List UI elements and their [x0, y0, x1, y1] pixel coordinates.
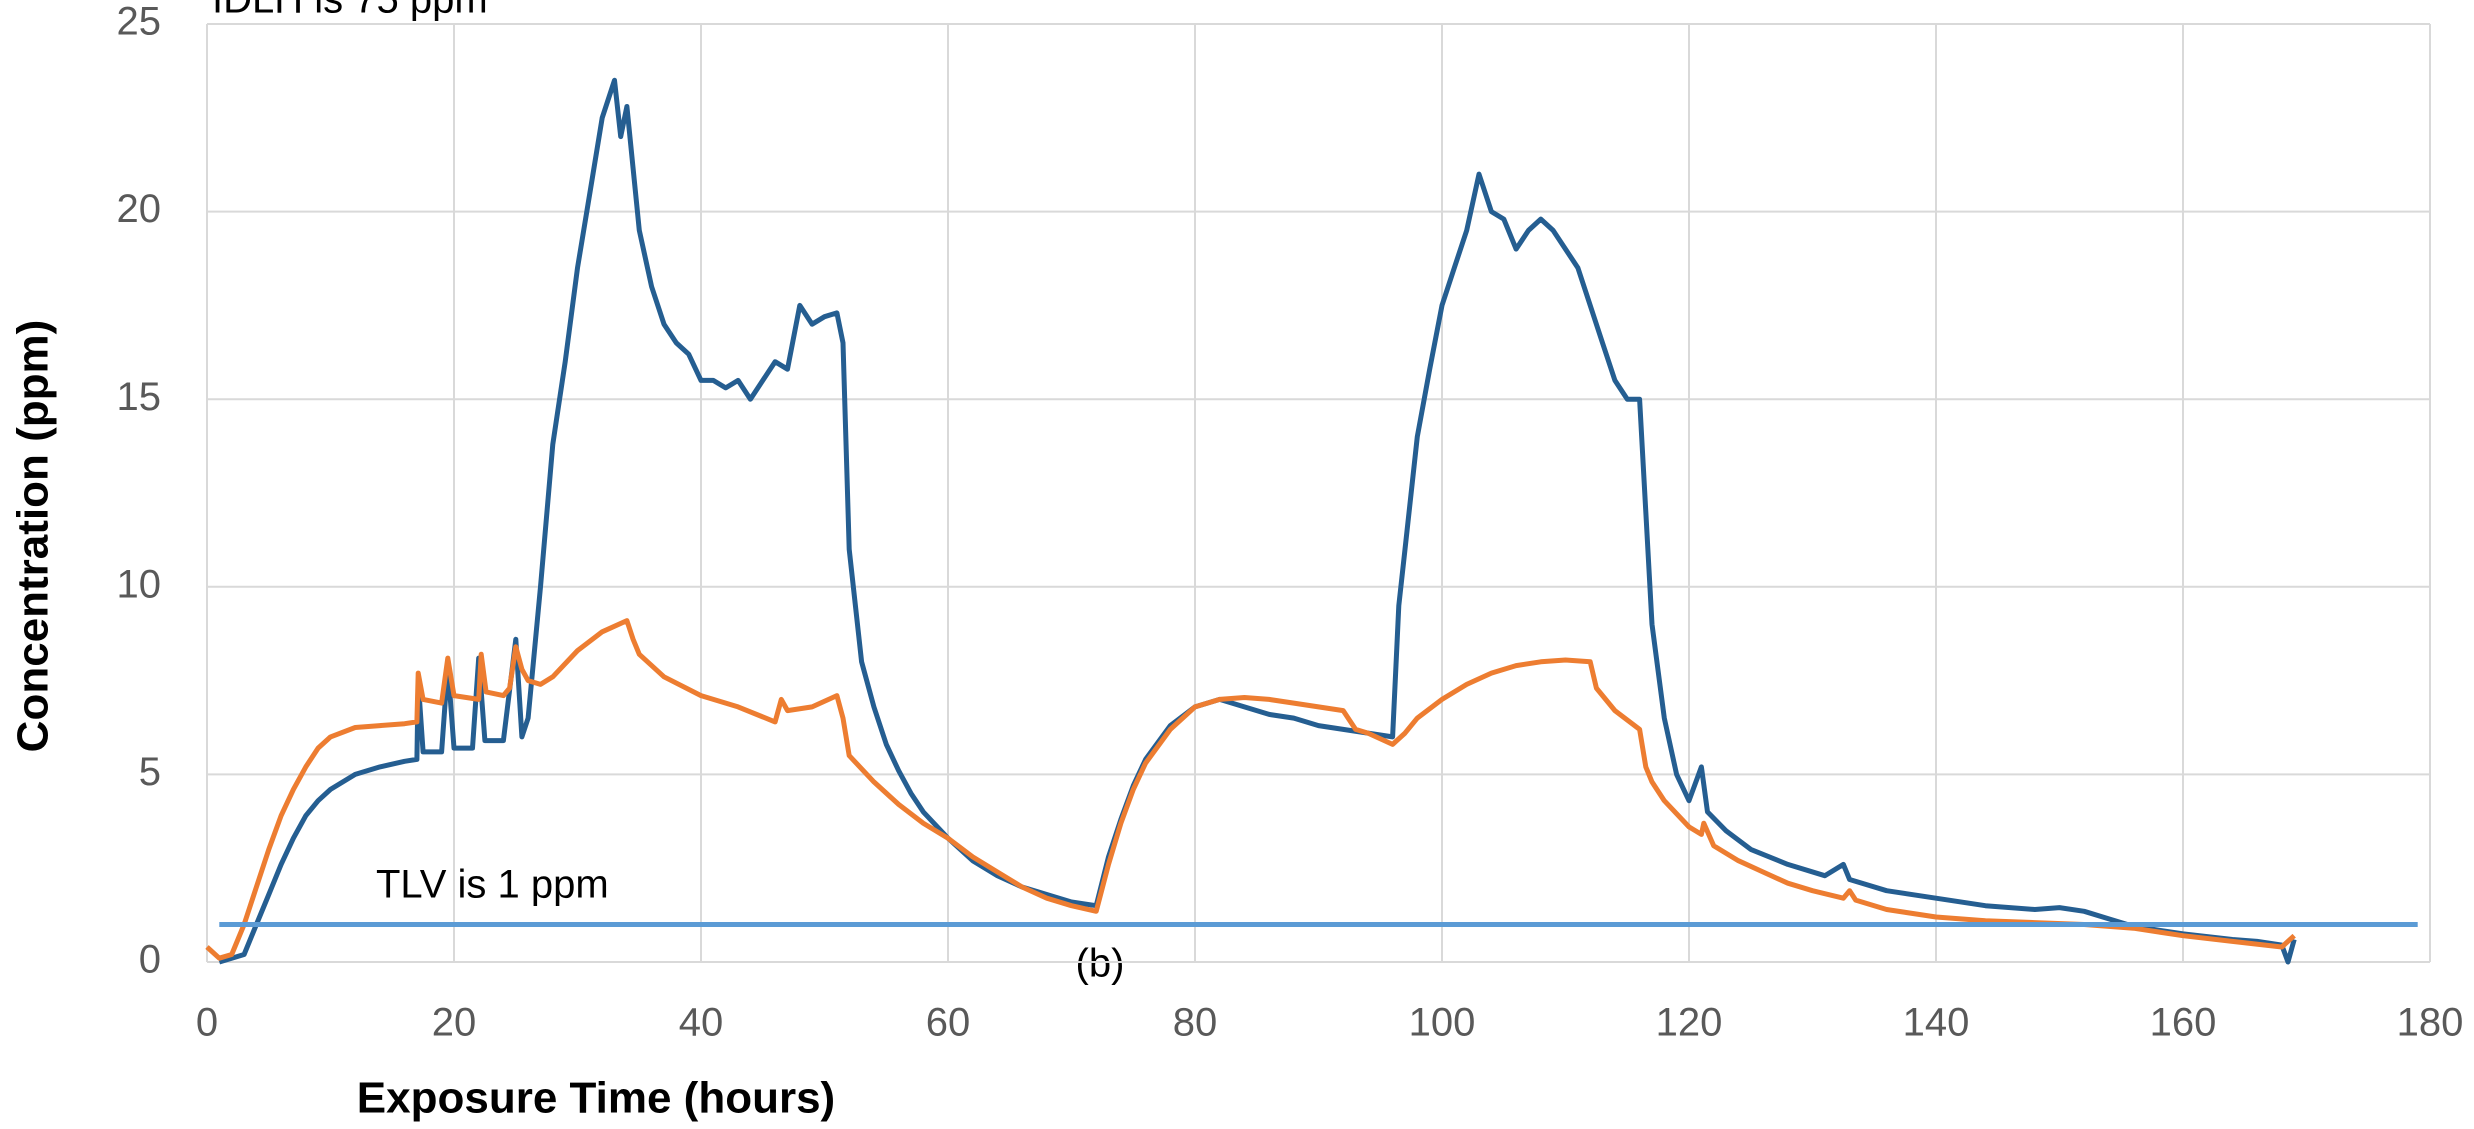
x-tick-label: 40 — [679, 1001, 724, 1045]
y-tick-label: 10 — [117, 562, 162, 606]
y-tick-label: 0 — [139, 938, 161, 982]
x-tick-label: 20 — [432, 1001, 477, 1045]
tlv-annotation: TLV is 1 ppm — [376, 863, 609, 907]
y-tick-label: 15 — [117, 375, 162, 419]
idlh-annotation: IDLH is 75 ppm — [212, 0, 488, 22]
y-tick-label: 25 — [117, 0, 162, 44]
y-tick-label: 5 — [139, 750, 161, 794]
x-tick-label: 60 — [926, 1001, 971, 1045]
x-tick-label: 120 — [1656, 1001, 1723, 1045]
x-tick-label: 100 — [1409, 1001, 1476, 1045]
x-tick-label: 140 — [1903, 1001, 1970, 1045]
data-line — [205, 618, 2296, 961]
x-tick-label: 160 — [2150, 1001, 2217, 1045]
data-line — [218, 77, 2297, 965]
panel-label: (b) — [1076, 942, 1125, 986]
x-tick-label: 180 — [2397, 1001, 2464, 1045]
y-tick-label: 20 — [117, 187, 162, 231]
x-axis-title: Exposure Time (hours) — [357, 1074, 835, 1123]
x-tick-label: 0 — [196, 1001, 218, 1045]
y-axis-title: Concentration (ppm) — [9, 320, 58, 753]
x-tick-label: 80 — [1173, 1001, 1218, 1045]
